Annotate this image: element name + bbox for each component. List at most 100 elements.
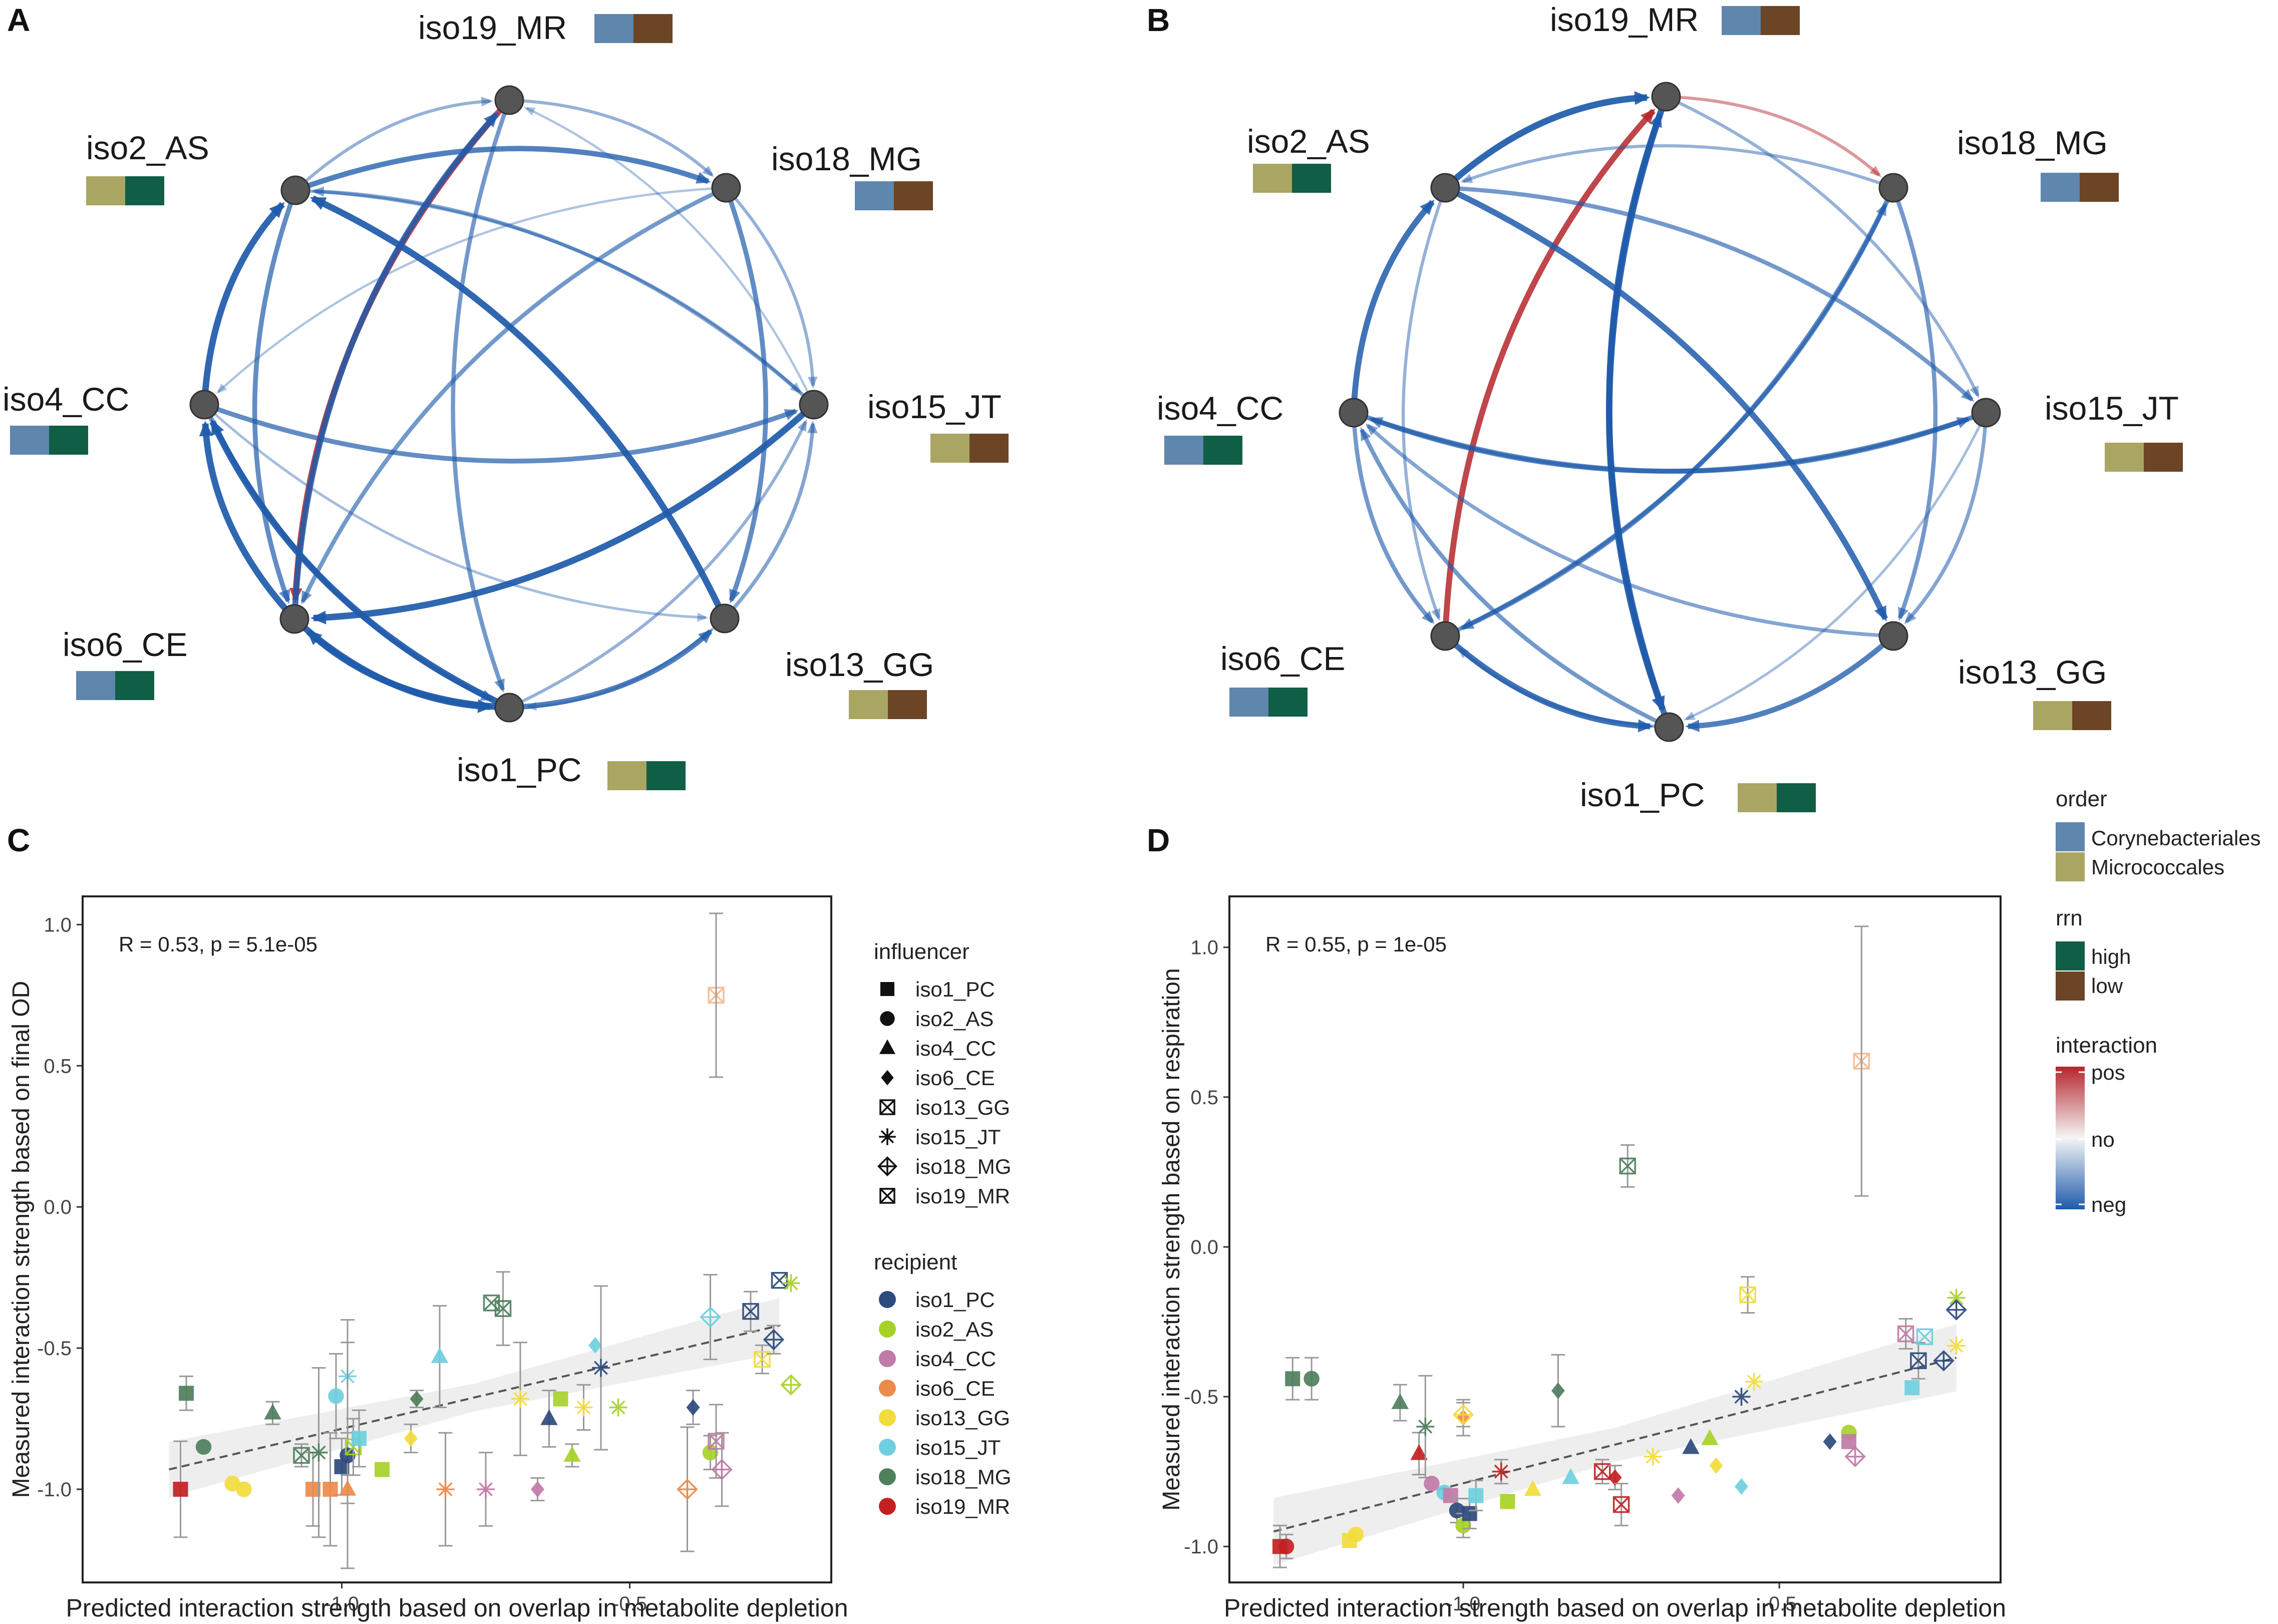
- data-point: [540, 1409, 558, 1425]
- y-tick-label: 0.5: [44, 1055, 72, 1077]
- network-node-iso19_MR: [1651, 82, 1681, 112]
- network-edge: [1444, 185, 1888, 620]
- influencer-legend-symbol: [880, 1011, 895, 1026]
- network-edge-arrow: [1360, 427, 1371, 442]
- network-edge-arrow: [1431, 608, 1441, 621]
- data-point: [511, 1390, 529, 1408]
- network-edge-arrow: [1457, 646, 1469, 659]
- network-node-iso13_GG: [1878, 621, 1908, 651]
- order-swatch: [1164, 436, 1203, 465]
- data-point: [1452, 1404, 1474, 1426]
- network-edge: [1666, 95, 1880, 177]
- data-point: [1285, 1371, 1300, 1387]
- node-label-iso1_PC: iso1_PC: [457, 751, 581, 788]
- node-label-iso4_CC: iso4_CC: [3, 381, 129, 418]
- influencer-legend-symbol: [879, 1188, 895, 1204]
- data-point: [1562, 1468, 1579, 1484]
- network-node-iso13_GG: [710, 603, 740, 633]
- influencer-legend-label: iso19_MR: [915, 1184, 1010, 1208]
- network-edge: [1442, 109, 1656, 636]
- data-point: [1739, 1286, 1756, 1304]
- rrn-swatch: [1292, 164, 1331, 193]
- data-point: [236, 1481, 252, 1497]
- rrn-swatch: [2144, 443, 2183, 472]
- data-point: [754, 1351, 771, 1368]
- data-point: [1933, 1350, 1955, 1372]
- order-swatch: [86, 176, 125, 205]
- node-label-iso2_AS: iso2_AS: [86, 129, 209, 166]
- recipient-legend-symbol: [879, 1291, 896, 1308]
- data-point: [1644, 1447, 1662, 1466]
- correlation-annotation: R = 0.55, p = 1e-05: [1265, 932, 1447, 956]
- node-label-iso6_CE: iso6_CE: [1220, 640, 1345, 677]
- network-edge: [201, 202, 285, 405]
- order-swatch: [855, 181, 894, 210]
- data-point: [494, 1300, 512, 1317]
- recipient-legend-label: iso1_PC: [915, 1288, 995, 1312]
- x-axis-label: Predicted interaction strength based on …: [1224, 1594, 2006, 1622]
- order-swatch: [1722, 6, 1761, 35]
- network-node-iso18_MG: [711, 173, 741, 203]
- network-edge: [292, 98, 512, 600]
- data-point: [1904, 1380, 1920, 1396]
- network-edge-arrow: [698, 629, 713, 643]
- network-node-iso2_AS: [280, 175, 310, 205]
- data-point: [1348, 1526, 1364, 1543]
- network-edge-arrow: [269, 202, 285, 218]
- data-point: [1947, 1288, 1966, 1307]
- data-point: [1468, 1488, 1484, 1503]
- network-edge-arrow: [808, 377, 818, 389]
- x-tick-label: -1.0: [324, 1593, 359, 1615]
- plot-frame: [82, 895, 832, 1583]
- influencer-legend-symbol: [879, 1039, 896, 1054]
- y-tick-label: 0.0: [44, 1196, 72, 1218]
- node-label-iso18_MG: iso18_MG: [1957, 124, 2108, 161]
- recipient-legend-symbol: [879, 1468, 896, 1485]
- order-swatch: [930, 434, 969, 463]
- y-axis-label: Measured interaction strength based on r…: [1158, 968, 1185, 1510]
- network-node-iso6_CE: [279, 604, 309, 634]
- data-point: [1410, 1444, 1428, 1460]
- rrn-swatch: [1203, 436, 1242, 465]
- data-point: [1524, 1480, 1542, 1496]
- interaction-label-pos: pos: [2091, 1061, 2125, 1084]
- network-edge: [1443, 94, 1648, 190]
- network-b: iso19_MR iso18_MG iso15_JT iso13_GG iso1_PC i…: [1157, 1, 2183, 813]
- order-swatch: [594, 14, 633, 43]
- network-edge: [526, 107, 815, 405]
- network-edge-arrow: [301, 590, 312, 605]
- data-point: [1853, 1053, 1870, 1070]
- network-edge-arrow: [1684, 711, 1696, 721]
- data-point: [1391, 1393, 1409, 1409]
- rrn-swatch: [1777, 783, 1816, 812]
- data-point: [264, 1403, 281, 1420]
- network-edge: [1366, 424, 1894, 638]
- data-point: [1947, 1337, 1966, 1355]
- order-swatch-corynebacteriales: [2056, 822, 2085, 851]
- network-edge-arrow: [1638, 719, 1654, 733]
- network-edge-arrow: [695, 172, 711, 184]
- network-edge-arrow: [807, 420, 818, 434]
- network-edge: [1688, 634, 1895, 729]
- x-axis-label: Predicted interaction strength based on …: [66, 1594, 848, 1622]
- rrn-swatch: [633, 14, 673, 43]
- recipient-legend: recipient iso1_PC iso2_AS iso4_CC iso6_CEis…: [874, 1250, 1011, 1518]
- recipient-legend-label: iso4_CC: [915, 1347, 996, 1371]
- scatter-plot-d: -1.0 -0.5 0.0 0.5 1.0 -1.0 -0.5 R = 0.55, p = 1…: [1158, 895, 2006, 1622]
- network-edge: [725, 186, 815, 386]
- y-tick-label: -0.5: [37, 1338, 72, 1360]
- network-edge-arrow: [1365, 423, 1378, 436]
- network-edge: [203, 402, 797, 464]
- network-edge: [294, 146, 709, 193]
- data-point: [328, 1388, 344, 1404]
- influencer-legend-label: iso15_JT: [915, 1125, 1001, 1149]
- network-edge: [252, 189, 298, 602]
- network-edge-arrow: [797, 419, 807, 432]
- network-edge-arrow: [1961, 389, 1975, 402]
- influencer-legend-label: iso2_AS: [915, 1007, 994, 1031]
- order-swatch: [2105, 443, 2144, 472]
- network-edge-arrow: [1970, 385, 1980, 399]
- panel-label-c: C: [7, 822, 30, 858]
- x-tick-label: -1.0: [1446, 1593, 1481, 1615]
- data-point: [742, 1303, 759, 1320]
